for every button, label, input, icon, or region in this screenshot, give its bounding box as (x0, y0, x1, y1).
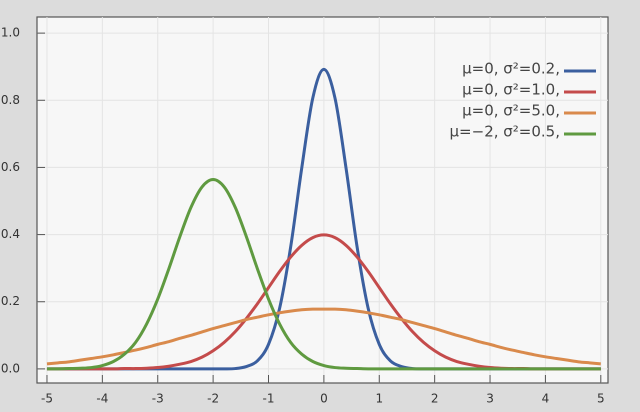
legend-label: μ=0, σ²=0.2, (462, 60, 560, 78)
y-tick-label: 0.4 (1, 227, 20, 241)
legend-label: μ=−2, σ²=0.5, (450, 123, 560, 141)
x-tick-label: 3 (486, 392, 494, 406)
x-tick-label: -3 (152, 392, 164, 406)
x-tick-label: 4 (542, 392, 550, 406)
x-tick-label: -1 (263, 392, 275, 406)
x-tick-label: -4 (96, 392, 108, 406)
y-tick-label: 0.8 (1, 93, 20, 107)
x-tick-label: -5 (41, 392, 53, 406)
x-tick-label: -2 (207, 392, 219, 406)
x-tick-label: 1 (375, 392, 383, 406)
legend-label: μ=0, σ²=1.0, (462, 81, 560, 99)
series-line (46, 307, 601, 366)
legend-label: μ=0, σ²=5.0, (462, 102, 560, 120)
y-tick-label: 0.2 (1, 294, 20, 308)
y-tick-label: 0.6 (1, 160, 20, 174)
legend: μ=0, σ²=0.2, μ=0, σ²=1.0, μ=0, σ²=5.0, μ=−2… (450, 60, 596, 141)
plot-area (36, 16, 609, 384)
series-line (46, 178, 601, 371)
y-tick-label: 1.0 (1, 26, 20, 40)
x-tick-label: 0 (320, 392, 328, 406)
x-tick-label: 2 (431, 392, 439, 406)
y-tick-label: 0.0 (1, 361, 20, 375)
x-tick-label: 5 (597, 392, 605, 406)
